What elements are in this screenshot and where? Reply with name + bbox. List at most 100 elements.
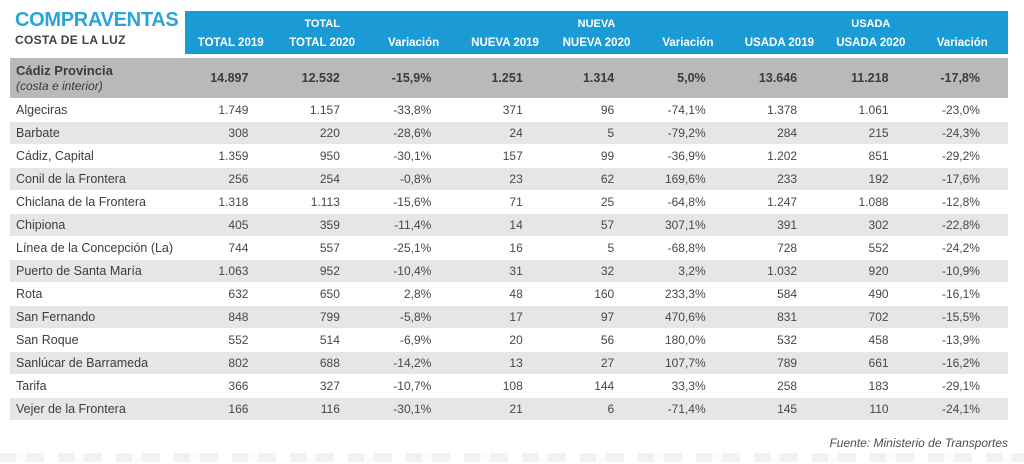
- cell-value: -24,2%: [941, 241, 980, 255]
- column-group-row: TOTAL NUEVA USADA: [185, 11, 1008, 31]
- municipality-name: Rota: [16, 287, 43, 301]
- cell-value: 650: [319, 287, 340, 301]
- table-row: Línea de la Concepción (La) 744 557 -25,1% 1…: [10, 237, 1008, 259]
- summary-row-name: Cádiz Provincia (costa e interior): [10, 58, 185, 98]
- cell-value: 1.202: [767, 149, 798, 163]
- cell-value: -68,8%: [667, 241, 706, 255]
- cell-value: 584: [777, 287, 798, 301]
- cell-value: 20: [509, 333, 523, 347]
- table-row: Rota 632 650 2,8% 48 160 233,3% 584 490 -16,1%: [10, 283, 1008, 305]
- cell-value: -12,8%: [941, 195, 980, 209]
- cell-value: 366: [228, 379, 249, 393]
- municipality-name: Chiclana de la Frontera: [16, 195, 146, 209]
- cell-value: -29,1%: [941, 379, 980, 393]
- cell-value: 17: [509, 310, 523, 324]
- cell-value: -14,2%: [393, 356, 432, 370]
- cell-value: 1.157: [309, 103, 340, 117]
- column-header: Variación: [367, 31, 460, 54]
- municipality-name: Chipiona: [16, 218, 66, 232]
- cell-value: 532: [777, 333, 798, 347]
- cell-value: -11,4%: [394, 218, 432, 232]
- cell-value: 166: [228, 402, 249, 416]
- cell-value: 145: [777, 402, 798, 416]
- cell-value: 180,0%: [664, 333, 706, 347]
- cell-value: -30,1%: [393, 149, 432, 163]
- column-header: USADA 2020: [825, 31, 917, 54]
- cell-value: 215: [868, 126, 889, 140]
- cell-value: 391: [777, 218, 798, 232]
- column-group-label: USADA: [733, 11, 1008, 31]
- cell-value: 33,3%: [671, 379, 706, 393]
- cell-value: 2,8%: [403, 287, 432, 301]
- municipality-name: Conil de la Frontera: [16, 172, 126, 186]
- summary-row-note: (costa e interior): [16, 78, 103, 93]
- table-row: Vejer de la Frontera 166 116 -30,1% 21 6 -71,4…: [10, 398, 1008, 420]
- cell-value: 831: [777, 310, 798, 324]
- cell-value: 32: [600, 264, 615, 278]
- cell-value: 62: [600, 172, 615, 186]
- summary-row: Cádiz Provincia (costa e interior) 14.897 1…: [10, 58, 1008, 98]
- cell-value: 14: [509, 218, 523, 232]
- summary-cell-value: 1.314: [582, 71, 615, 85]
- table-row: Barbate 308 220 -28,6% 24 5 -79,2% 284 215 -24,3%: [10, 122, 1008, 144]
- cell-value: 233,3%: [664, 287, 706, 301]
- cell-value: 144: [594, 379, 615, 393]
- column-header: NUEVA 2019: [459, 31, 551, 54]
- municipality-name: Algeciras: [16, 103, 68, 117]
- cell-value: 744: [228, 241, 249, 255]
- cell-value: -64,8%: [667, 195, 706, 209]
- cell-value: 552: [228, 333, 249, 347]
- column-header: NUEVA 2020: [550, 31, 643, 54]
- cell-value: 71: [509, 195, 523, 209]
- cell-value: 254: [319, 172, 340, 186]
- cell-value: 557: [319, 241, 340, 255]
- cell-value: 789: [777, 356, 798, 370]
- cell-value: 21: [509, 402, 523, 416]
- cell-value: 799: [319, 310, 340, 324]
- cell-value: 27: [600, 356, 615, 370]
- cell-value: 1.247: [767, 195, 798, 209]
- cell-value: 952: [319, 264, 340, 278]
- table-row: Chipiona 405 359 -11,4% 14 57 307,1% 391 302 -22,…: [10, 214, 1008, 236]
- cell-value: 99: [600, 149, 615, 163]
- cell-value: 470,6%: [664, 310, 706, 324]
- cell-value: 5: [607, 126, 615, 140]
- cell-value: -0,8%: [399, 172, 432, 186]
- cell-value: 950: [319, 149, 340, 163]
- cell-value: 851: [868, 149, 889, 163]
- table-row: San Roque 552 514 -6,9% 20 56 180,0% 532 458 -13,…: [10, 329, 1008, 351]
- cell-value: 25: [600, 195, 615, 209]
- cell-value: 848: [228, 310, 249, 324]
- cell-value: -25,1%: [393, 241, 432, 255]
- table-row: Conil de la Frontera 256 254 -0,8% 23 62 169,6…: [10, 168, 1008, 190]
- cell-value: 490: [868, 287, 889, 301]
- municipality-name: Sanlúcar de Barrameda: [16, 356, 149, 370]
- table-row: Puerto de Santa María 1.063 952 -10,4% 31 32 3…: [10, 260, 1008, 282]
- cell-value: -16,1%: [941, 287, 980, 301]
- cell-value: 327: [319, 379, 340, 393]
- cell-value: -15,5%: [941, 310, 980, 324]
- cell-value: 96: [600, 103, 615, 117]
- cell-value: -33,8%: [393, 103, 432, 117]
- summary-cell-value: -15,9%: [391, 71, 432, 85]
- cell-value: -6,9%: [399, 333, 432, 347]
- cell-value: 110: [869, 402, 889, 416]
- municipality-name: Tarifa: [16, 379, 47, 393]
- cell-value: 632: [228, 287, 249, 301]
- column-header: TOTAL 2019: [185, 31, 277, 54]
- cell-value: 302: [868, 218, 889, 232]
- cell-value: 48: [509, 287, 523, 301]
- cell-value: -79,2%: [667, 126, 706, 140]
- cell-value: 157: [502, 149, 523, 163]
- column-header: Variación: [916, 31, 1008, 54]
- cell-value: 256: [228, 172, 249, 186]
- cell-value: 16: [509, 241, 523, 255]
- page-subtitle: COSTA DE LA LUZ: [15, 33, 126, 47]
- summary-cell-value: 13.646: [758, 71, 798, 85]
- table-row: Tarifa 366 327 -10,7% 108 144 33,3% 258 183 -29,1…: [10, 375, 1008, 397]
- column-header-row: TOTAL 2019 TOTAL 2020 Variación NUEVA 2019 N…: [185, 31, 1008, 54]
- column-group-label: NUEVA: [459, 11, 734, 31]
- cell-value: 359: [319, 218, 340, 232]
- cell-value: 308: [228, 126, 249, 140]
- cell-value: -13,9%: [941, 333, 980, 347]
